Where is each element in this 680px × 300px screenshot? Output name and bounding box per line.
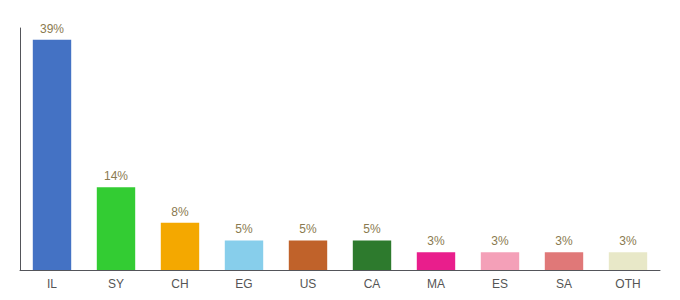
svg-text:39%: 39% bbox=[40, 22, 64, 36]
svg-text:ES: ES bbox=[492, 277, 508, 291]
svg-text:SY: SY bbox=[108, 277, 124, 291]
svg-text:CH: CH bbox=[171, 277, 188, 291]
svg-text:8%: 8% bbox=[171, 205, 189, 219]
svg-text:CA: CA bbox=[364, 277, 381, 291]
svg-text:MA: MA bbox=[427, 277, 445, 291]
svg-text:5%: 5% bbox=[363, 222, 381, 236]
svg-text:3%: 3% bbox=[491, 234, 509, 248]
svg-text:SA: SA bbox=[556, 277, 572, 291]
svg-text:US: US bbox=[300, 277, 317, 291]
svg-text:3%: 3% bbox=[427, 234, 445, 248]
svg-text:IL: IL bbox=[47, 277, 57, 291]
svg-text:EG: EG bbox=[235, 277, 252, 291]
svg-text:5%: 5% bbox=[299, 222, 317, 236]
svg-text:OTH: OTH bbox=[615, 277, 640, 291]
svg-text:3%: 3% bbox=[619, 234, 637, 248]
svg-text:3%: 3% bbox=[555, 234, 573, 248]
svg-text:14%: 14% bbox=[104, 169, 128, 183]
svg-text:5%: 5% bbox=[235, 222, 253, 236]
